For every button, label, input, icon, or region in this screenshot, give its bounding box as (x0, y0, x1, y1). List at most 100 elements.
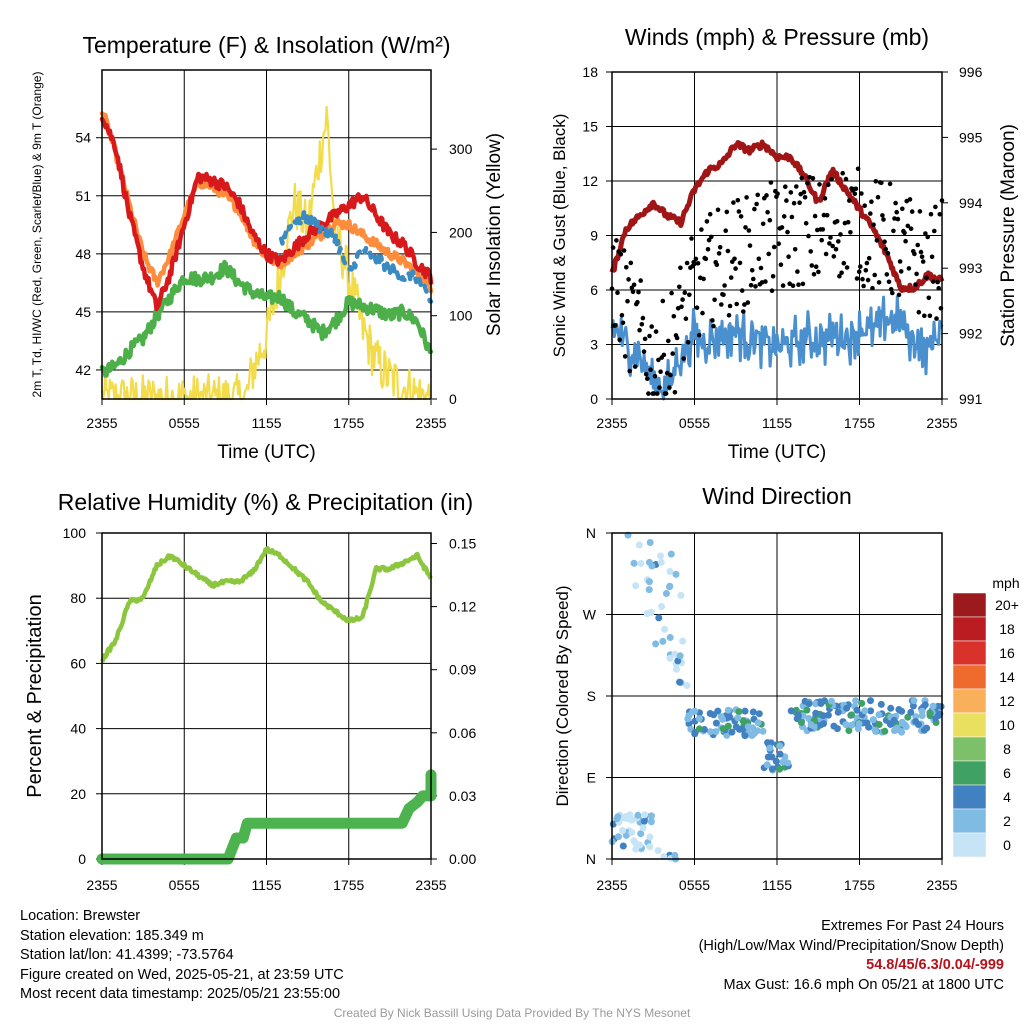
gust-point (890, 290, 895, 296)
direction-point (842, 721, 850, 729)
y2-tick-label: 0.03 (449, 788, 476, 804)
y2-tick-label: 993 (959, 260, 983, 276)
legend-label: 8 (1003, 741, 1011, 757)
gust-point (795, 269, 800, 274)
direction-point (632, 582, 640, 590)
y-tick-label: S (587, 688, 596, 704)
gust-point (859, 191, 864, 196)
direction-point (647, 818, 655, 826)
direction-point (907, 708, 915, 716)
precip-line (96, 769, 437, 865)
gust-point (797, 200, 802, 205)
y-tick-label: 15 (582, 119, 598, 135)
gust-point (780, 283, 786, 288)
direction-point (613, 815, 621, 823)
gust-point (817, 182, 822, 187)
gust-point (930, 279, 936, 284)
gust-point (656, 357, 661, 363)
gust-point (747, 243, 753, 248)
legend-label: 18 (999, 621, 1015, 637)
gust-point (700, 310, 705, 316)
gust-point (934, 316, 939, 321)
gust-point (789, 214, 795, 220)
gust-point (905, 223, 911, 229)
gust-point (821, 212, 827, 218)
direction-point (852, 697, 860, 705)
y-tick-label: 42 (75, 362, 91, 378)
gust-point (813, 264, 819, 270)
direction-point (854, 725, 862, 733)
plot-border (101, 69, 432, 400)
y-tick-label: 51 (75, 188, 91, 204)
gust-point (894, 209, 899, 215)
gust-point (657, 385, 662, 390)
panel-temp: 42 45 48 51 54 0 100 200 300 2355 0555 1155 1755 2355… (30, 32, 505, 463)
gust-point (768, 180, 774, 185)
direction-point (872, 727, 880, 735)
x-tick-label: 2355 (86, 415, 117, 431)
direction-point (848, 721, 856, 729)
gust-point (875, 194, 881, 200)
y2-axis-label: Solar Insolation (Yellow) (484, 133, 505, 336)
gust-point (888, 287, 894, 292)
gust-point (719, 302, 724, 307)
gust-point (819, 237, 824, 243)
gust-point (632, 364, 638, 369)
gust-point (672, 390, 678, 395)
y-tick-label: N (586, 851, 596, 867)
gust-point (704, 219, 710, 224)
y2-tick-label: 0.12 (449, 599, 476, 615)
gust-point (811, 272, 817, 277)
gust-point (726, 313, 732, 318)
gust-point (784, 198, 789, 203)
direction-point (759, 727, 767, 735)
direction-point (726, 713, 734, 721)
y2-tick-label: 996 (959, 64, 983, 80)
gust-point (880, 213, 885, 218)
credit-line: Created By Nick Bassill Using Data Provi… (333, 1006, 691, 1020)
direction-point (754, 719, 762, 727)
gust-point (883, 246, 888, 252)
legend-label: 4 (1003, 789, 1011, 805)
gust-point (741, 309, 746, 314)
gust-point (736, 209, 742, 214)
direction-point (628, 829, 636, 836)
gust-point (752, 206, 757, 212)
x-tick-label: 0555 (679, 415, 710, 431)
gust-point (613, 323, 618, 328)
gust-point (808, 249, 813, 254)
chart-title: Relative Humidity (%) & Precipitation (i… (58, 489, 473, 515)
gust-point (620, 320, 626, 326)
gust-point (887, 181, 893, 187)
y-tick-label: 6 (590, 282, 598, 298)
direction-point (797, 719, 805, 726)
direction-point (676, 652, 684, 660)
gust-point (680, 297, 685, 302)
gust-point (826, 182, 831, 188)
gust-point (639, 322, 645, 327)
gust-point (716, 251, 722, 256)
gust-point (689, 236, 694, 241)
x-tick-label: 1155 (762, 415, 792, 431)
gust-point (669, 290, 674, 296)
gust-point (681, 356, 686, 361)
extremes-subtitle: (High/Low/Max Wind/Precipitation/Snow De… (698, 937, 1004, 954)
y-tick-label: 20 (70, 786, 86, 802)
gust-point (892, 216, 897, 221)
gust-point (937, 212, 943, 217)
gust-point (764, 193, 769, 198)
y2-tick-label: 0.09 (449, 662, 476, 678)
direction-point (723, 731, 731, 739)
wind-speed-line (610, 295, 944, 401)
direction-point (655, 614, 663, 622)
gust-point (770, 274, 776, 279)
y-axis-label: 2m T, Td, HI/WC (Red, Green, Scarlet/Blu… (30, 72, 44, 398)
series-line (100, 105, 433, 401)
gust-point (926, 295, 932, 301)
gust-point (682, 290, 688, 296)
gust-point (788, 190, 794, 195)
extremes-info: Extremes For Past 24 Hours (High/Low/Max… (699, 917, 1004, 995)
gust-point (775, 191, 780, 196)
gust-point (725, 248, 731, 254)
gust-point (822, 196, 828, 201)
